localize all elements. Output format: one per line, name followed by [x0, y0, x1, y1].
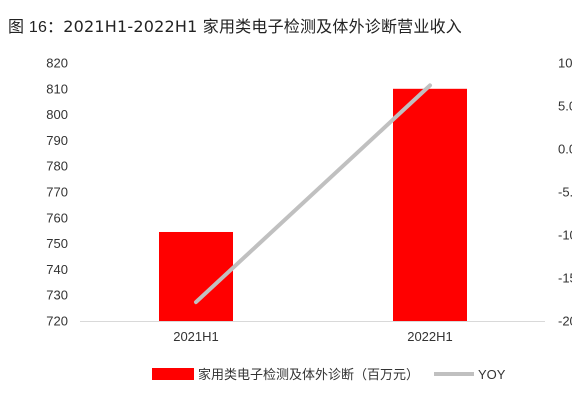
figure-title: 图 16：2021H1-2022H1 家用类电子检测及体外诊断营业收入 — [8, 13, 462, 37]
right-axis-tick-label: 0.0 — [558, 142, 572, 157]
left-axis-tick-label: 780 — [46, 159, 68, 174]
left-axis-tick-label: 740 — [46, 262, 68, 277]
right-axis-tick-label: -5. — [558, 185, 572, 200]
right-axis-tick-label: 10 — [558, 56, 572, 71]
right-axis-tick-label: -15 — [558, 271, 572, 286]
yoy-line — [194, 83, 432, 305]
left-axis-tick-label: 790 — [46, 133, 68, 148]
right-axis-tick-label: -20 — [558, 314, 572, 329]
left-axis-tick-label: 750 — [46, 236, 68, 251]
figure-title-text: 2021H1-2022H1 家用类电子检测及体外诊断营业收入 — [63, 17, 462, 36]
legend-bar-label: 家用类电子检测及体外诊断（百万元） — [198, 367, 419, 383]
right-axis-tick-label: 5.0 — [558, 99, 572, 114]
revenue-bar — [393, 88, 467, 321]
left-axis-tick-label: 810 — [46, 81, 68, 96]
left-axis-tick-label: 770 — [46, 185, 68, 200]
left-axis-tick-label: 820 — [46, 56, 68, 71]
left-axis-tick-label: 720 — [46, 314, 68, 329]
x-axis-category-label: 2022H1 — [407, 329, 453, 344]
legend-bar-swatch — [152, 368, 194, 380]
left-axis-tick-label: 730 — [46, 288, 68, 303]
left-axis-tick-label: 760 — [46, 210, 68, 225]
x-axis-category-label: 2021H1 — [173, 329, 219, 344]
legend-line-label: YOY — [478, 367, 506, 382]
left-axis-tick-label: 800 — [46, 107, 68, 122]
figure-number: 图 16： — [8, 19, 64, 36]
revenue-bar — [159, 231, 233, 321]
right-axis-tick-label: -10 — [558, 228, 572, 243]
